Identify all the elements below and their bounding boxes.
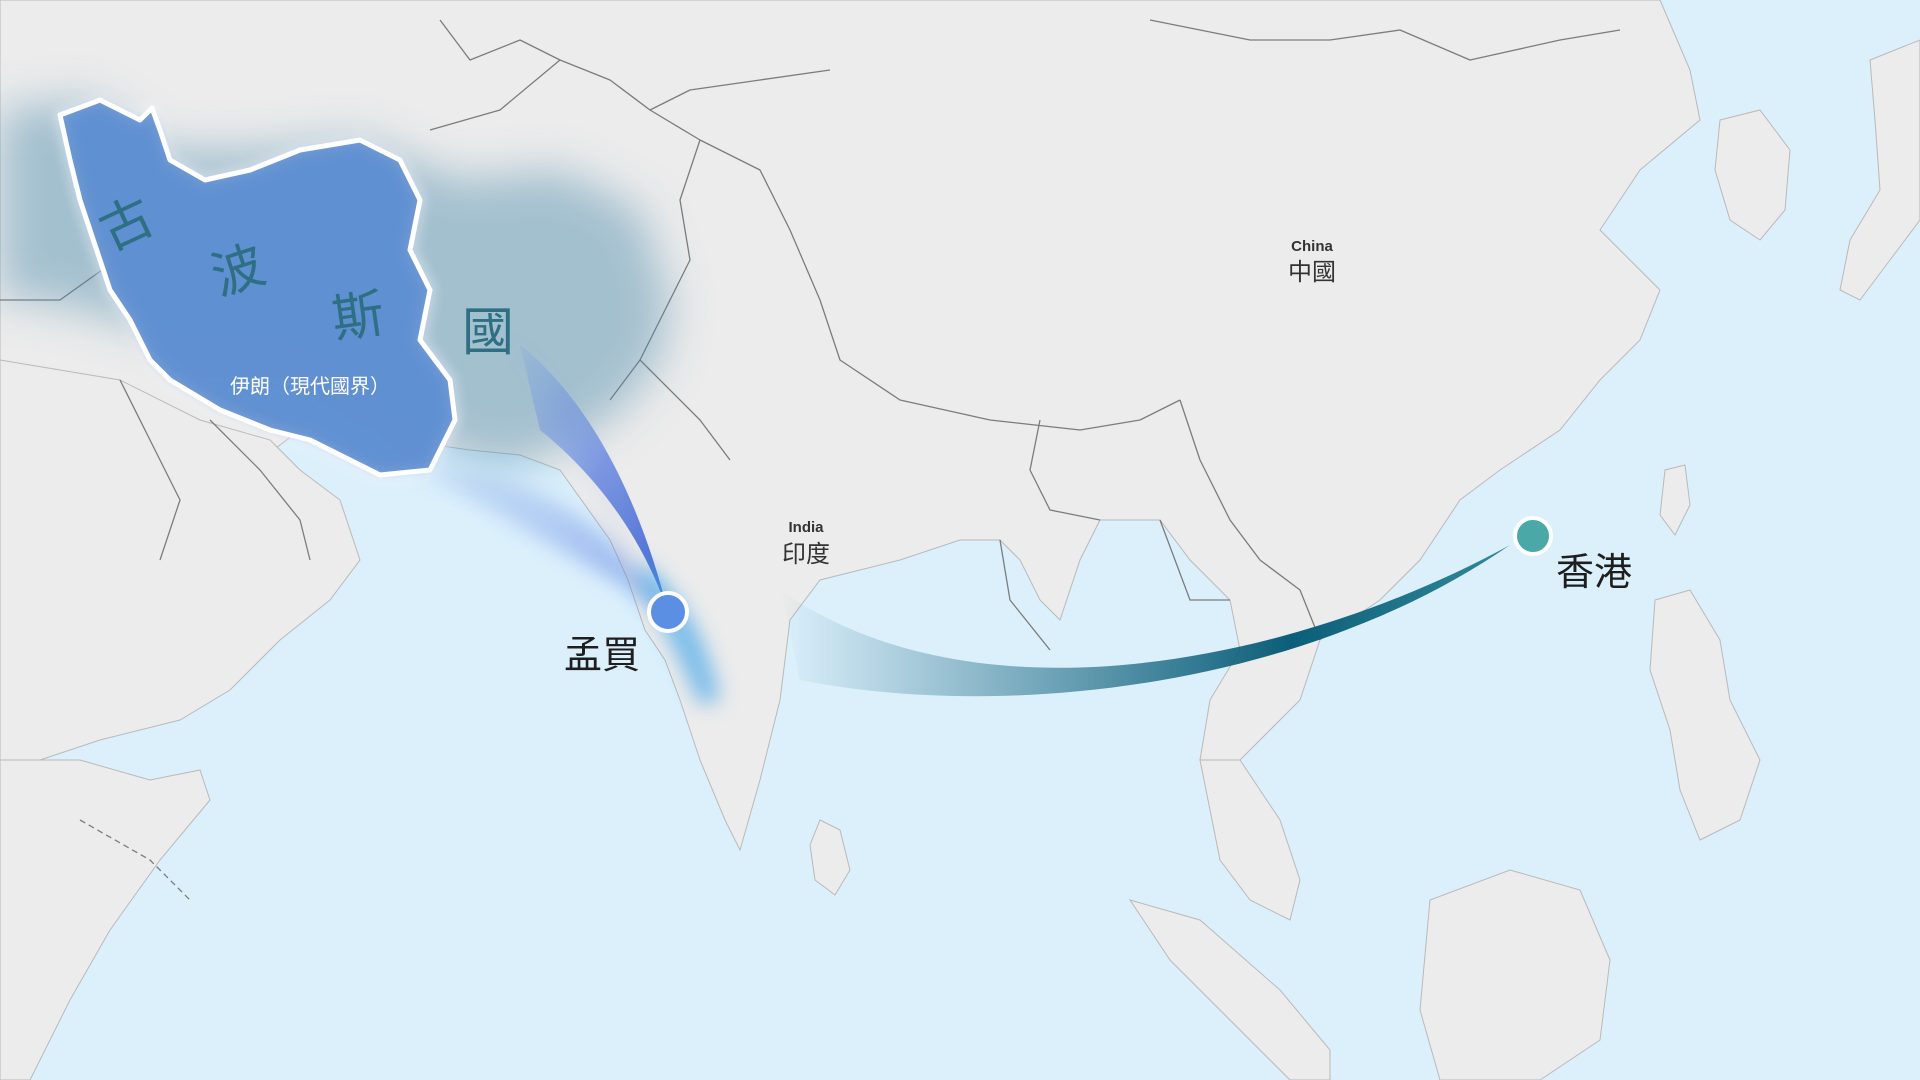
border-line [429,59,561,131]
city-label-hongkong: 香港 [1556,550,1632,594]
border-line [1159,519,1230,601]
border-line [209,419,311,561]
label-china-en: China [1291,238,1333,255]
mumbai-marker-icon[interactable] [647,591,689,633]
land-sumatra [1128,899,1331,1080]
land-japan [1839,39,1920,301]
border-line [559,59,831,111]
label-china-zh: 中國 [1288,258,1336,286]
border-line [119,379,181,561]
land-borneo [1419,869,1611,1080]
land-africa [0,759,211,1080]
border-line [1029,419,1101,521]
border-line [639,359,731,461]
route-mumbai-hongkong [780,545,1510,697]
border-line [439,19,561,61]
border-line [1149,19,1621,61]
land-taiwan [1659,464,1691,536]
land-srilanka [809,819,851,896]
hongkong-marker[interactable] [1513,516,1553,556]
border-line [79,819,191,901]
label-india-en: India [788,519,824,536]
mumbai-marker[interactable] [647,591,689,633]
land-malaya [1199,759,1301,921]
persia-title-char: 國 [462,303,514,363]
border-line [649,109,1181,431]
persia-subtitle: 伊朗（現代國界） [230,374,390,398]
persia-region [57,97,458,478]
land-philippines [1649,589,1761,841]
route-persia-mumbai [420,330,665,610]
persia-title: 古 波 斯 國 [91,186,514,363]
land-arabia [0,359,361,761]
label-india-zh: 印度 [782,540,830,568]
border-line [999,539,1051,651]
hongkong-marker-icon[interactable] [1513,516,1553,556]
border-line [1179,399,1321,641]
city-label-mumbai: 孟買 [564,633,640,677]
land-korea [1714,109,1791,241]
route-persia-mumbai [520,345,668,612]
persia-title-char: 斯 [328,284,388,351]
